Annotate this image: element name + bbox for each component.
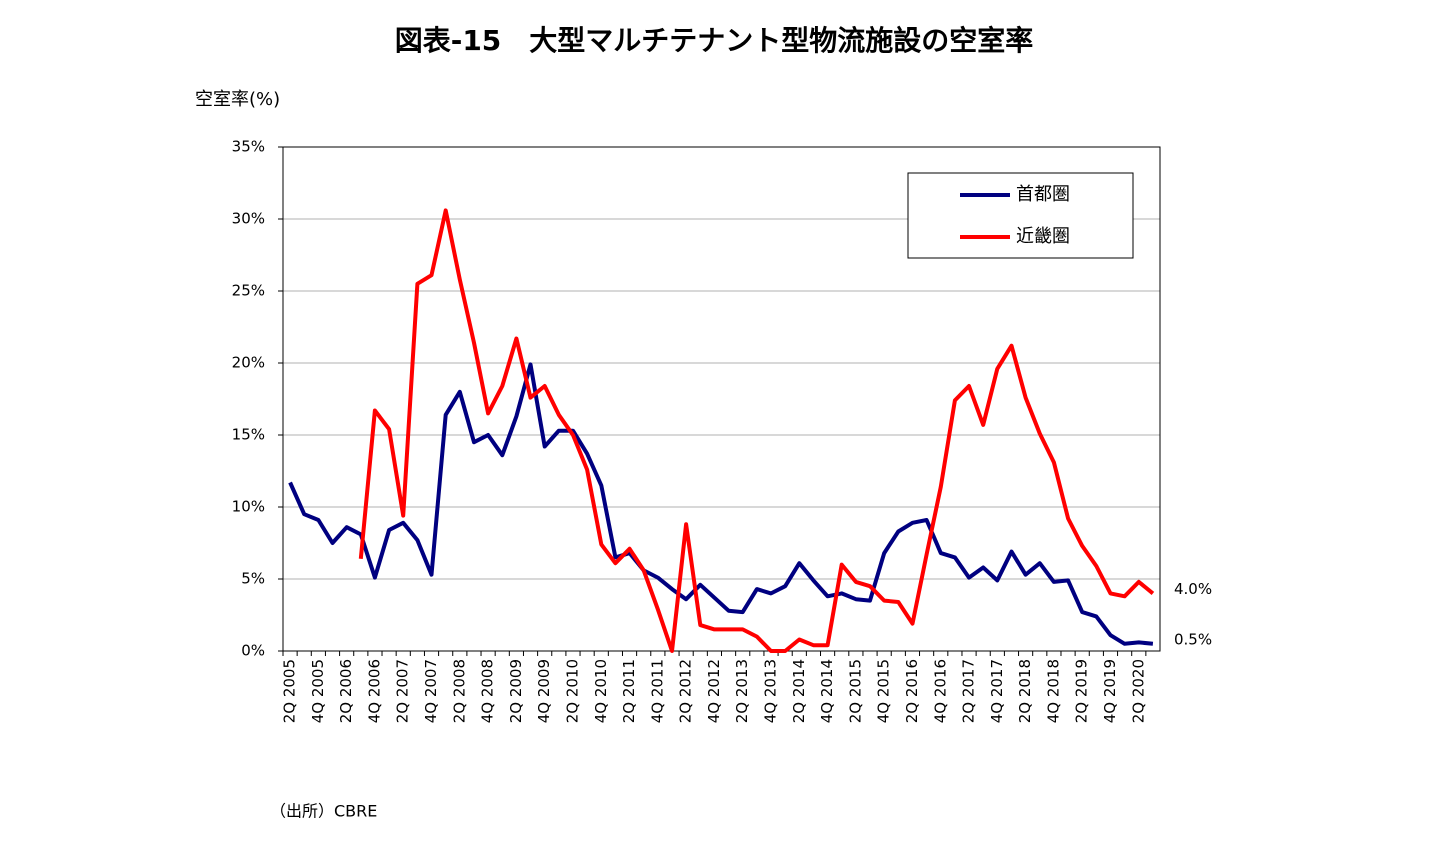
y-tick-label: 25% — [232, 282, 265, 300]
x-tick-label: 4Q 2016 — [931, 659, 949, 723]
x-tick-label: 4Q 2019 — [1101, 659, 1119, 723]
x-tick-label: 4Q 2013 — [762, 659, 780, 723]
y-axis-title: 空室率(%) — [195, 89, 280, 110]
x-tick-label: 2Q 2005 — [281, 659, 299, 723]
x-tick-label: 2Q 2007 — [394, 659, 412, 723]
y-tick-label: 15% — [232, 426, 265, 444]
x-tick-label: 2Q 2018 — [1016, 659, 1034, 723]
x-tick-label: 2Q 2006 — [337, 659, 355, 723]
x-tick-label: 2Q 2015 — [846, 659, 864, 723]
y-tick-label: 35% — [232, 138, 265, 156]
x-tick-label: 2Q 2008 — [450, 659, 468, 723]
series-line — [288, 362, 1154, 646]
chart-title: 図表-15 大型マルチテナント型物流施設の空室率 — [395, 24, 1034, 57]
y-tick-label: 20% — [232, 354, 265, 372]
x-tick-label: 2Q 2020 — [1129, 659, 1147, 723]
x-tick-label: 2Q 2016 — [903, 659, 921, 723]
x-tick-label: 4Q 2007 — [422, 659, 440, 723]
x-tick-label: 2Q 2012 — [677, 659, 695, 723]
y-tick-label: 30% — [232, 210, 265, 228]
x-tick-label: 2Q 2017 — [960, 659, 978, 723]
legend-box — [907, 172, 1134, 259]
y-tick-label: 10% — [232, 498, 265, 516]
x-tick-label: 4Q 2010 — [592, 659, 610, 723]
data-label: 4.0% — [1174, 580, 1212, 598]
x-tick-label: 4Q 2015 — [875, 659, 893, 723]
x-tick-label: 4Q 2012 — [705, 659, 723, 723]
source: （出所）CBRE — [270, 802, 377, 821]
x-tick-label: 2Q 2014 — [790, 659, 808, 723]
x-tick-label: 2Q 2019 — [1073, 659, 1091, 723]
x-tick-label: 2Q 2013 — [733, 659, 751, 723]
x-tick-label: 2Q 2011 — [620, 659, 638, 723]
legend-label: 近畿圏 — [1016, 226, 1070, 247]
x-tick-label: 4Q 2006 — [365, 659, 383, 723]
x-tick-label: 4Q 2008 — [479, 659, 497, 723]
data-label: 0.5% — [1174, 630, 1212, 648]
x-tick-label: 4Q 2018 — [1044, 659, 1062, 723]
x-tick-label: 4Q 2011 — [648, 659, 666, 723]
x-tick-label: 4Q 2005 — [309, 659, 327, 723]
x-tick-label: 4Q 2009 — [535, 659, 553, 723]
y-tick-label: 0% — [241, 642, 265, 660]
x-tick-label: 2Q 2010 — [563, 659, 581, 723]
x-tick-label: 4Q 2014 — [818, 659, 836, 723]
x-tick-label: 2Q 2009 — [507, 659, 525, 723]
y-tick-label: 5% — [241, 570, 265, 588]
legend-label: 首都圏 — [1016, 184, 1070, 205]
series-line — [358, 208, 1155, 653]
x-tick-label: 4Q 2017 — [988, 659, 1006, 723]
